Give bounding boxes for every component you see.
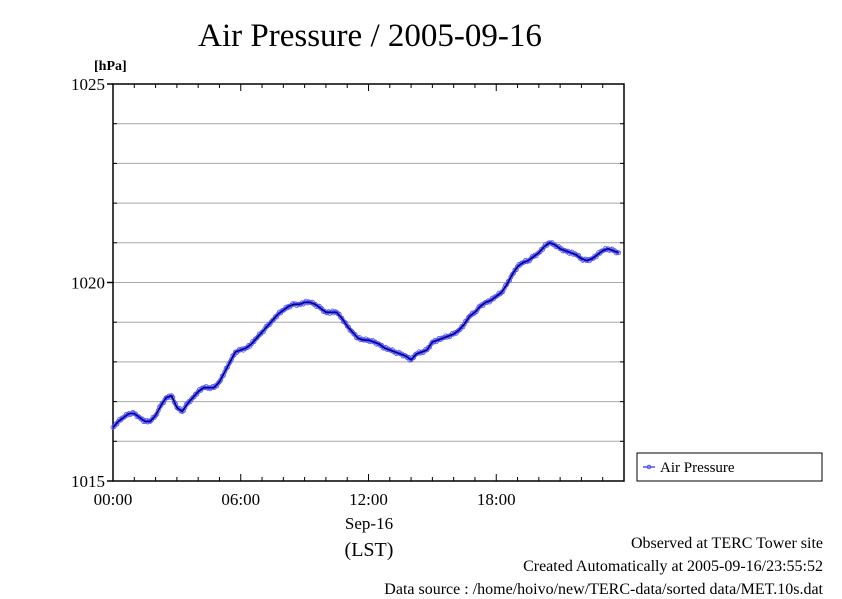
y-unit-label: [hPa]: [94, 59, 127, 74]
legend-label-air-pressure: Air Pressure: [660, 460, 735, 476]
axes: 1015 1020 1025 00:00 06:00 12:00 18:00: [71, 75, 625, 509]
footer-source: Data source : /home/hoivo/new/TERC-data/…: [384, 581, 823, 598]
y-tick-label-1025: 1025: [71, 75, 105, 94]
chart-title: Air Pressure / 2005-09-16: [198, 18, 542, 54]
legend-marker: [646, 464, 652, 470]
y-tick-label-1015: 1015: [71, 472, 105, 491]
series-air-pressure: [110, 240, 622, 430]
grid: [113, 123, 624, 442]
x-axis-label: (LST): [345, 539, 394, 561]
x-tick-label-00:00: 00:00: [94, 490, 133, 509]
series-line-0: [112, 242, 619, 428]
y-tick-label-1020: 1020: [71, 274, 105, 293]
x-tick-label-06:00: 06:00: [221, 490, 260, 509]
legend-box: [636, 452, 823, 482]
x-tick-label-12:00: 12:00: [349, 490, 388, 509]
footer-observed: Observed at TERC Tower site: [630, 535, 823, 552]
x-axis-date-label: Sep-16: [345, 514, 393, 533]
legend: Air Pressure: [636, 452, 823, 482]
x-tick-label-18:00: 18:00: [477, 490, 516, 509]
series-band-0: [111, 240, 620, 429]
footer-created: Created Automatically at 2005-09-16/23:5…: [523, 558, 823, 575]
